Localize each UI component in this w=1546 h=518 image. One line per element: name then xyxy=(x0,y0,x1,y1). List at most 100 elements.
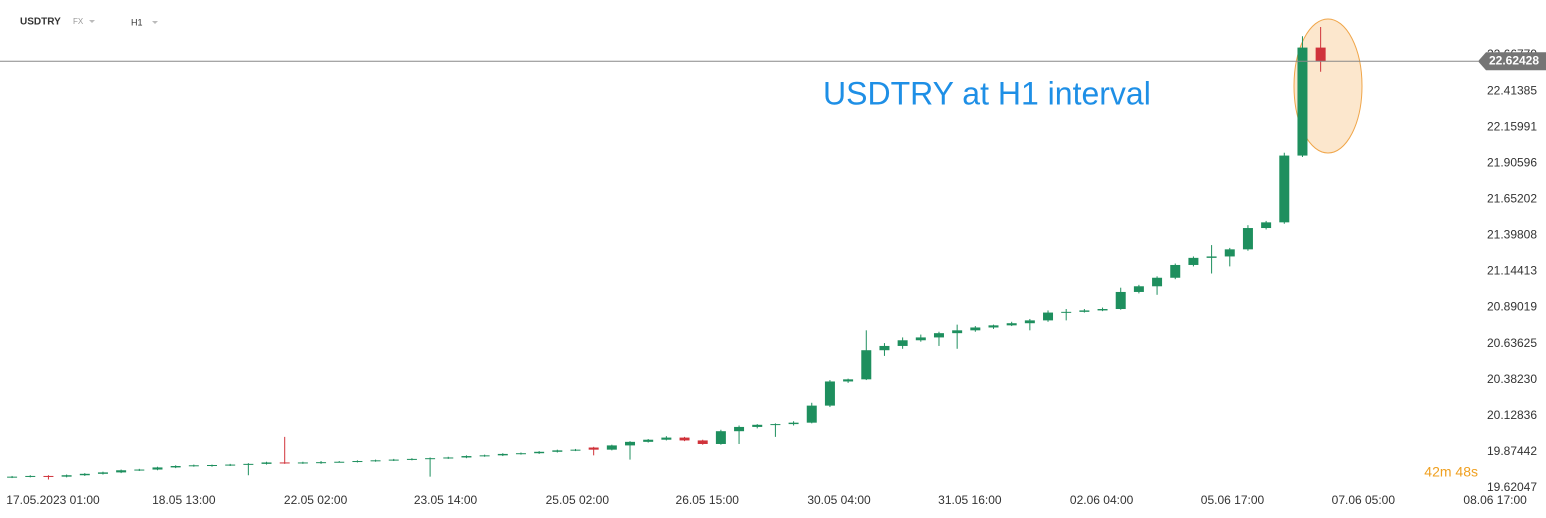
candle-body xyxy=(588,447,599,450)
last-price-label: 22.62428 xyxy=(1489,53,1539,67)
candle-body xyxy=(461,456,472,458)
candle-body xyxy=(425,458,436,460)
x-tick-label: 23.05 14:00 xyxy=(414,493,478,507)
y-tick-label: 21.39808 xyxy=(1487,228,1537,242)
candle-body xyxy=(1242,228,1253,250)
candle-body xyxy=(207,465,218,467)
y-tick-label: 21.90596 xyxy=(1487,155,1537,169)
candle-body xyxy=(1133,286,1144,292)
y-tick-label: 22.15991 xyxy=(1487,119,1537,133)
last-price-tag xyxy=(1478,52,1546,71)
candle-body xyxy=(570,449,581,451)
candle-body xyxy=(1097,309,1108,311)
y-tick-label: 19.62047 xyxy=(1487,480,1537,494)
y-tick-label: 20.63625 xyxy=(1487,336,1537,350)
candle-body xyxy=(134,469,145,471)
symbol[interactable]: USDTRY xyxy=(20,17,61,28)
x-tick-label: 25.05 02:00 xyxy=(546,493,610,507)
candle-body xyxy=(1170,264,1181,278)
candle-body xyxy=(715,431,726,444)
candle-body xyxy=(606,445,617,450)
candle-body xyxy=(1188,257,1199,265)
candle-body xyxy=(1261,222,1272,229)
candle-body xyxy=(752,424,763,427)
candle-body xyxy=(515,453,526,455)
candle-body xyxy=(388,459,399,461)
timer: 42m 48s xyxy=(1424,464,1478,480)
y-tick-label: 21.65202 xyxy=(1487,191,1537,205)
candle-body xyxy=(316,462,327,464)
candle-body xyxy=(43,475,54,477)
x-tick-label: 02.06 04:00 xyxy=(1070,493,1134,507)
candle-body xyxy=(225,464,236,466)
market: FX xyxy=(73,17,84,26)
x-tick-label: 22.05 02:00 xyxy=(284,493,348,507)
candle-body xyxy=(1024,320,1035,324)
candle-body xyxy=(1061,311,1072,313)
candle-body xyxy=(297,462,308,464)
candle-body xyxy=(61,475,72,477)
y-tick-label: 21.14413 xyxy=(1487,264,1537,278)
x-tick-label: 31.05 16:00 xyxy=(938,493,1002,507)
candle-body xyxy=(443,457,454,459)
annotation: USDTRY at H1 interval xyxy=(823,75,1151,111)
highlight-ellipse xyxy=(1293,18,1363,154)
candle-body xyxy=(952,330,963,334)
candle-body xyxy=(625,441,636,446)
candle-body xyxy=(879,345,890,351)
candle-body xyxy=(334,461,345,463)
candle-body xyxy=(243,463,254,465)
candle-body xyxy=(552,450,563,452)
candle-body xyxy=(1279,155,1290,223)
candle-body xyxy=(170,466,181,468)
y-tick-label: 20.89019 xyxy=(1487,300,1537,314)
candle-body xyxy=(661,437,672,440)
x-tick-label: 08.06 17:00 xyxy=(1463,493,1527,507)
dropdown-arrow[interactable] xyxy=(152,21,158,24)
candle-body xyxy=(897,340,908,346)
candle-body xyxy=(1043,312,1054,321)
candle-body xyxy=(824,381,835,406)
candle-body xyxy=(1297,47,1308,156)
candle-body xyxy=(261,462,272,464)
candle-body xyxy=(406,458,417,460)
candle-body xyxy=(1152,277,1163,287)
x-tick-label: 18.05 13:00 xyxy=(152,493,216,507)
candle-body xyxy=(1006,323,1017,326)
candle-body xyxy=(370,460,381,462)
candle-body xyxy=(697,440,708,444)
candle-body xyxy=(643,439,654,442)
y-tick-label: 20.38230 xyxy=(1487,372,1537,386)
candle-body xyxy=(970,327,981,331)
candle-body xyxy=(79,473,90,476)
candle-body xyxy=(933,333,944,338)
candle-body xyxy=(806,405,817,423)
candle-body xyxy=(279,462,290,464)
x-tick-label: 17.05.2023 01:00 xyxy=(6,493,100,507)
x-tick-label: 05.06 17:00 xyxy=(1201,493,1265,507)
candle-body xyxy=(770,424,781,426)
candle-body xyxy=(534,451,545,454)
candle-body xyxy=(97,472,108,474)
candle-body xyxy=(497,453,508,456)
candle-body xyxy=(734,426,745,432)
candle-body xyxy=(25,475,36,477)
candle-body xyxy=(1224,249,1235,257)
candle-body xyxy=(843,379,854,382)
x-tick-label: 07.06 05:00 xyxy=(1332,493,1396,507)
candle-body xyxy=(1315,47,1326,62)
interval[interactable]: H1 xyxy=(131,17,143,27)
y-tick-label: 19.87442 xyxy=(1487,444,1537,458)
candle-body xyxy=(188,465,199,467)
candle-body xyxy=(679,437,690,441)
candle-body xyxy=(116,470,127,473)
dropdown-arrow[interactable] xyxy=(89,20,95,23)
candle-body xyxy=(479,455,490,457)
x-tick-label: 30.05 04:00 xyxy=(807,493,871,507)
y-tick-label: 22.41385 xyxy=(1487,83,1537,97)
candle-body xyxy=(915,337,926,341)
candle-body xyxy=(988,325,999,328)
candle-body xyxy=(861,350,872,380)
candle-body xyxy=(1079,310,1090,312)
